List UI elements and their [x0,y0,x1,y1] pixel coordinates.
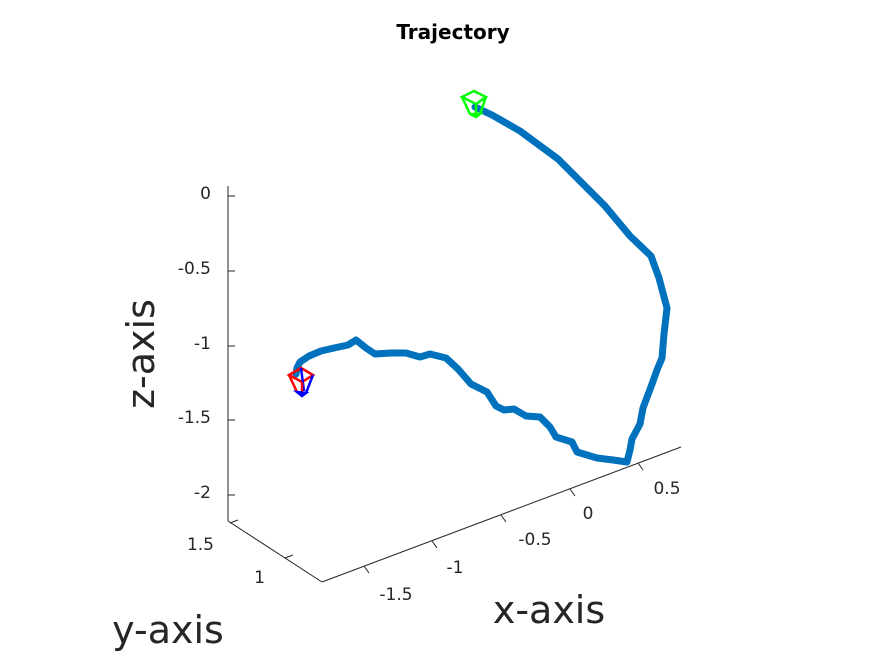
x-ticks: -1.5 -1 -0.5 0 0.5 [363,462,681,605]
x-tick-label: 0 [583,504,594,524]
x-tick-label: -1.5 [379,585,412,605]
z-ticks: 0 -0.5 -1 -1.5 -2 [178,184,235,503]
trajectory-line [292,103,671,466]
start-camera-marker [459,89,489,119]
y-axis-label: y-axis [112,608,224,652]
x-tick-label: -0.5 [518,530,551,550]
y-tick-label: 1.5 [187,535,214,555]
x-axis-line [321,446,682,583]
x-axis-label: x-axis [493,588,605,632]
chart-title: Trajectory [396,20,509,44]
x-tick-label: 0.5 [653,479,680,499]
z-tick-label: -2 [194,483,211,503]
y-tick-label: 1 [254,568,265,588]
z-axis-label: z-axis [119,299,163,409]
z-tick-label: -1 [194,334,211,354]
y-ticks: 1.5 1 [187,519,294,588]
z-tick-label: -0.5 [178,259,211,279]
x-tick-label: -1 [447,558,464,578]
z-tick-label: 0 [200,184,211,204]
z-tick-label: -1.5 [178,408,211,428]
end-camera-marker [286,366,316,398]
y-axis-line [227,520,323,583]
